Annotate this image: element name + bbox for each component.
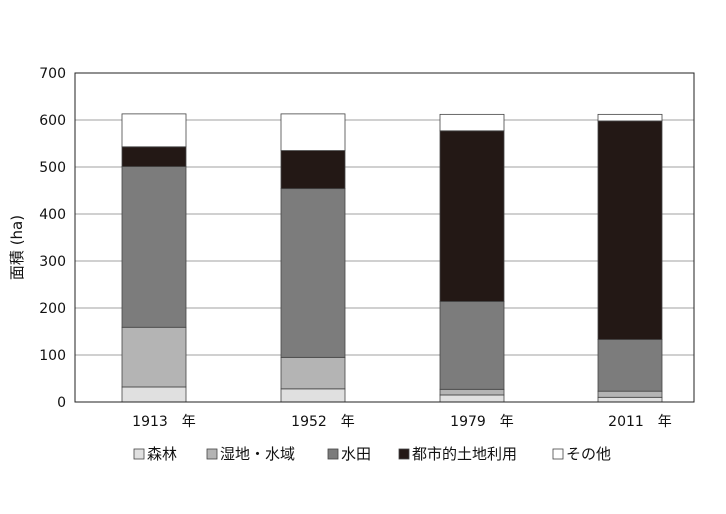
bar-segment	[121, 326, 187, 388]
legend-label: その他	[566, 445, 611, 463]
y-tick-label: 0	[57, 395, 66, 411]
x-tick-label: 1952 年	[291, 414, 355, 430]
legend-swatch	[398, 448, 410, 460]
bar-segment	[121, 146, 187, 167]
y-tick-label: 100	[39, 348, 66, 364]
legend: 森林 湿地・水域 水田 都市的土地利用 その他	[133, 445, 611, 463]
legend-label: 都市的土地利用	[412, 445, 517, 463]
x-tick-label: 2011 年	[608, 414, 672, 430]
legend-label: 森林	[147, 445, 177, 463]
bar-segment	[280, 356, 346, 390]
legend-label: 湿地・水域	[220, 445, 295, 463]
bar-segment	[121, 166, 187, 328]
x-tick-label: 1913 年	[132, 414, 196, 430]
bar-segment	[439, 301, 505, 390]
bar-segment	[597, 390, 663, 398]
bar-segment	[597, 113, 663, 122]
bar-segment	[439, 388, 505, 396]
bar-segment	[121, 386, 187, 403]
y-tick-label: 600	[39, 113, 66, 129]
x-axis-ticks: 1913 年 1952 年 1979 年 2011 年	[132, 414, 672, 430]
bar-segment	[121, 113, 187, 148]
legend-swatch	[552, 448, 564, 460]
y-tick-label: 700	[39, 66, 66, 82]
y-axis-ticks: 0 100 200 300 400 500 600 700	[39, 66, 66, 411]
bar-segment	[597, 339, 663, 392]
legend-swatch	[133, 448, 145, 460]
bar-segment	[280, 388, 346, 403]
legend-swatch	[206, 448, 218, 460]
bar-segment	[597, 396, 663, 403]
y-tick-label: 200	[39, 301, 66, 317]
bars	[121, 113, 663, 403]
bar-segment	[280, 150, 346, 190]
y-axis-label: 面積 (ha)	[8, 215, 26, 280]
bar-segment	[597, 120, 663, 340]
bar-segment	[280, 113, 346, 151]
plot-frame	[74, 72, 695, 403]
bar-segment	[439, 113, 505, 132]
legend-swatch	[327, 448, 339, 460]
bar-segment	[439, 130, 505, 302]
legend-label: 水田	[341, 445, 371, 463]
bar-segment	[280, 188, 346, 358]
y-tick-label: 400	[39, 207, 66, 223]
y-tick-label: 500	[39, 160, 66, 176]
x-tick-label: 1979 年	[450, 414, 514, 430]
y-tick-label: 300	[39, 254, 66, 270]
bar-segment	[439, 394, 505, 403]
